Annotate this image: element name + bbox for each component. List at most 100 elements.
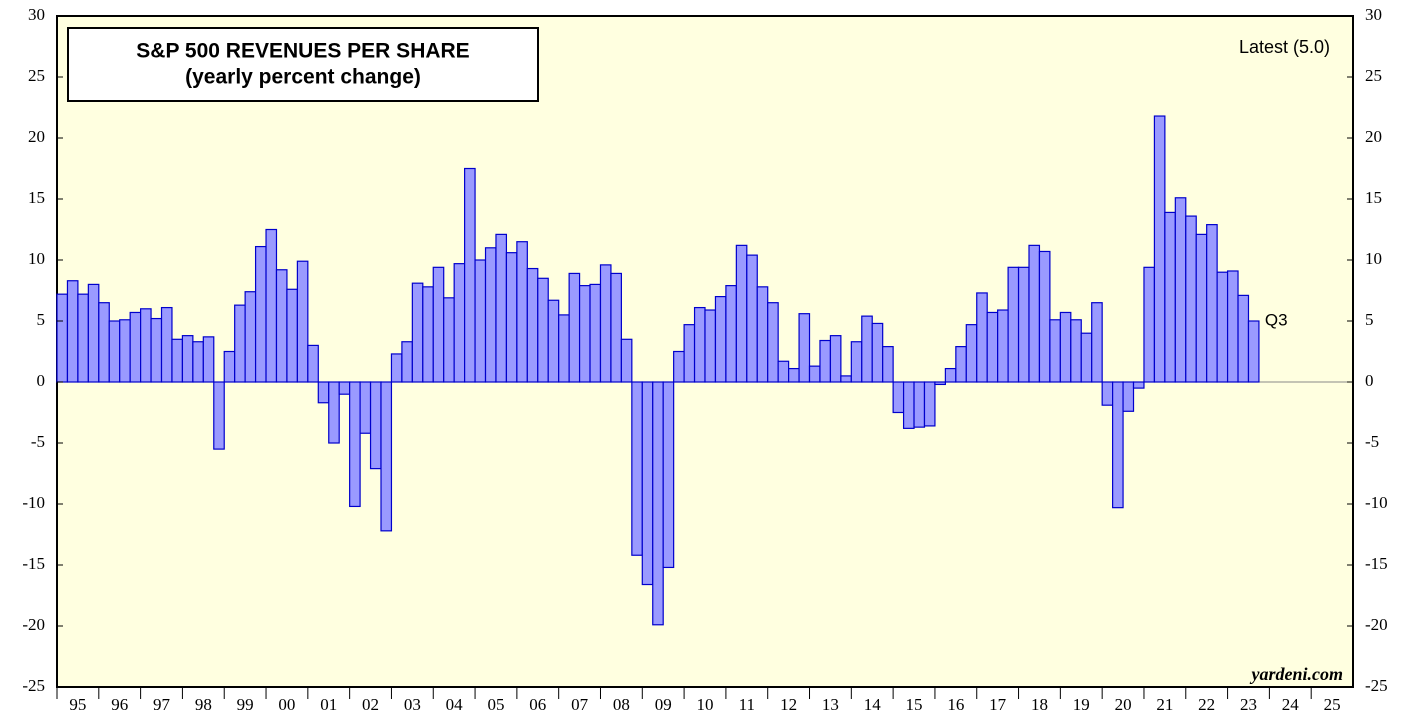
latest-note: Latest (5.0) bbox=[1239, 37, 1330, 57]
bar bbox=[882, 346, 894, 383]
bar bbox=[829, 335, 842, 383]
bar bbox=[338, 381, 351, 395]
bar bbox=[181, 335, 194, 383]
bar bbox=[150, 317, 163, 383]
bar bbox=[66, 280, 79, 383]
y-tick-label: 20 bbox=[28, 127, 45, 146]
x-tick-label: 04 bbox=[446, 695, 464, 714]
bar bbox=[1080, 332, 1093, 383]
bar bbox=[380, 381, 393, 532]
bar bbox=[160, 306, 173, 383]
y-tick-label: -10 bbox=[22, 493, 45, 512]
bar bbox=[1247, 320, 1260, 383]
bar bbox=[98, 302, 110, 383]
bar bbox=[328, 381, 340, 444]
bar bbox=[1017, 266, 1030, 383]
bar bbox=[746, 254, 758, 383]
bar bbox=[119, 319, 131, 383]
x-tick-label: 25 bbox=[1324, 695, 1341, 714]
bar bbox=[317, 381, 330, 404]
y2-tick-label: -5 bbox=[1365, 432, 1379, 451]
bar bbox=[861, 315, 873, 383]
bar bbox=[56, 293, 69, 383]
bar bbox=[850, 341, 863, 383]
bar bbox=[986, 311, 999, 383]
bar bbox=[808, 365, 821, 383]
x-tick-label: 21 bbox=[1156, 695, 1173, 714]
y2-tick-label: 5 bbox=[1365, 310, 1374, 329]
bar bbox=[1216, 271, 1229, 383]
bar bbox=[913, 381, 926, 428]
bar bbox=[1237, 294, 1250, 383]
bar bbox=[537, 277, 549, 383]
bar bbox=[704, 309, 717, 383]
bar bbox=[673, 350, 685, 383]
bar bbox=[464, 167, 476, 383]
bar bbox=[1112, 381, 1124, 509]
bar bbox=[1070, 319, 1082, 383]
bar bbox=[495, 233, 508, 383]
y-tick-label: -5 bbox=[31, 432, 45, 451]
x-tick-label: 14 bbox=[864, 695, 882, 714]
bar bbox=[1059, 311, 1072, 383]
x-tick-label: 17 bbox=[989, 695, 1007, 714]
y-tick-label: 25 bbox=[28, 66, 45, 85]
bar bbox=[714, 296, 727, 383]
bar bbox=[1143, 266, 1156, 383]
bar bbox=[453, 263, 466, 383]
bar bbox=[171, 338, 184, 383]
y2-tick-label: -20 bbox=[1365, 615, 1388, 634]
bar bbox=[411, 282, 424, 383]
bar bbox=[1153, 115, 1166, 383]
x-tick-label: 00 bbox=[278, 695, 295, 714]
bar bbox=[767, 302, 779, 383]
bar bbox=[944, 367, 957, 383]
x-tick-label: 13 bbox=[822, 695, 839, 714]
bar bbox=[129, 311, 142, 383]
x-tick-label: 06 bbox=[529, 695, 546, 714]
bar bbox=[244, 291, 257, 383]
bar bbox=[819, 339, 832, 383]
bar bbox=[568, 272, 581, 383]
x-tick-label: 03 bbox=[404, 695, 421, 714]
bar bbox=[369, 381, 382, 470]
bar bbox=[296, 260, 309, 383]
x-tick-label: 09 bbox=[655, 695, 672, 714]
bar bbox=[547, 299, 560, 383]
bar bbox=[275, 269, 288, 383]
chart-subtitle: (yearly percent change) bbox=[185, 66, 421, 89]
x-tick-label: 16 bbox=[947, 695, 964, 714]
y2-tick-label: 15 bbox=[1365, 188, 1382, 207]
bar bbox=[578, 285, 591, 383]
x-tick-label: 22 bbox=[1198, 695, 1215, 714]
x-tick-label: 19 bbox=[1073, 695, 1090, 714]
bar bbox=[965, 324, 978, 383]
bar bbox=[1038, 250, 1051, 383]
x-tick-label: 01 bbox=[320, 695, 337, 714]
bar bbox=[87, 283, 100, 383]
bar bbox=[390, 353, 403, 383]
chart-title: S&P 500 REVENUES PER SHARE bbox=[136, 40, 469, 63]
bar bbox=[662, 381, 675, 569]
bar bbox=[589, 283, 602, 383]
bar bbox=[1091, 302, 1103, 383]
y2-tick-label: 10 bbox=[1365, 249, 1382, 268]
bar bbox=[516, 241, 528, 383]
bar bbox=[526, 267, 539, 383]
y-tick-label: 10 bbox=[28, 249, 45, 268]
bar bbox=[725, 285, 737, 383]
x-tick-label: 98 bbox=[195, 695, 212, 714]
bar bbox=[1174, 197, 1187, 383]
x-tick-label: 02 bbox=[362, 695, 379, 714]
x-tick-label: 11 bbox=[739, 695, 755, 714]
bar bbox=[1101, 381, 1114, 406]
bar bbox=[254, 245, 267, 383]
bar bbox=[892, 381, 905, 414]
bar bbox=[934, 381, 946, 386]
bar bbox=[286, 288, 298, 383]
bar bbox=[77, 293, 89, 383]
bar bbox=[693, 306, 706, 383]
y-tick-label: -25 bbox=[22, 676, 45, 695]
source: yardeni.com bbox=[1250, 664, 1344, 684]
